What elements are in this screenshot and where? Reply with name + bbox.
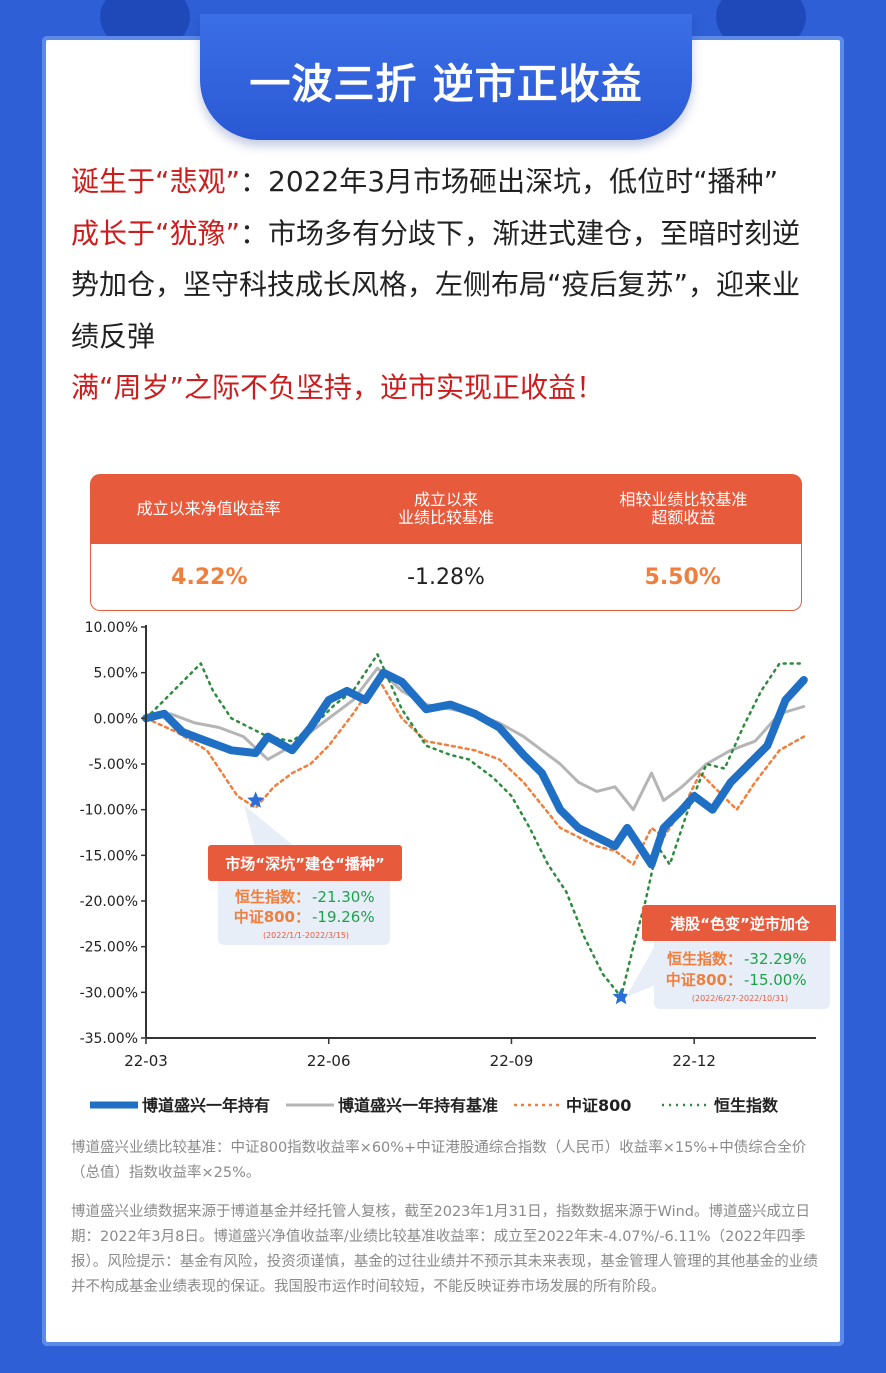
disclaimer-note-text: 博道盛兴业绩数据来源于博道基金并经托管人复核，截至2023年1月31日，指数数据… bbox=[71, 1204, 818, 1295]
series-line-2 bbox=[144, 675, 806, 866]
stats-header-benchmark: 成立以来 业绩比较基准 bbox=[397, 490, 494, 527]
stats-value-benchmark: -1.28% bbox=[407, 564, 485, 590]
intro-line-2-text: ：市场多有分歧下，渐进式建仓，至暗时刻逆势加仓，坚守科技成长风格，左侧布局“疫后… bbox=[71, 216, 801, 353]
disclaimer-note: 博道盛兴业绩数据来源于博道基金并经托管人复核，截至2023年1月31日，指数数据… bbox=[71, 1200, 827, 1300]
y-tick-label: -20.00% bbox=[80, 894, 138, 910]
annotation-2-zz-value: -15.00% bbox=[744, 971, 807, 989]
intro-line-1: 诞生于“悲观”：2022年3月市场砸出深坑，低位时“播种” bbox=[71, 156, 823, 208]
y-tick-label: -30.00% bbox=[80, 985, 138, 1001]
x-tick-label: 22-03 bbox=[124, 1052, 168, 1070]
annotation-1-pointer bbox=[244, 805, 300, 851]
legend-label-2: 中证800 bbox=[566, 1096, 631, 1115]
page-title: 一波三折 逆市正收益 bbox=[249, 60, 643, 108]
annotation-2-label: 港股“色变”逆市加仓 bbox=[670, 915, 811, 933]
intro-line-1-text: ：2022年3月市场砸出深坑，低位时“播种” bbox=[240, 165, 779, 198]
y-tick-label: 0.00% bbox=[94, 711, 138, 727]
benchmark-note-text: 博道盛兴业绩比较基准：中证800指数收益率×60%+中证港股通综合指数（人民币）… bbox=[71, 1140, 807, 1181]
annotation-1-hs-label: 恒生指数： bbox=[235, 888, 310, 906]
annotation-2-zz-label: 中证800： bbox=[666, 971, 742, 989]
intro-text: 诞生于“悲观”：2022年3月市场砸出深坑，低位时“播种” 成长于“犹豫”：市场… bbox=[71, 156, 823, 414]
legend-label-0: 博道盛兴一年持有 bbox=[142, 1096, 270, 1115]
annotation-1-zz-label: 中证800： bbox=[234, 908, 310, 926]
y-tick-label: -25.00% bbox=[80, 940, 138, 956]
benchmark-note: 博道盛兴业绩比较基准：中证800指数收益率×60%+中证港股通综合指数（人民币）… bbox=[71, 1136, 827, 1186]
annotation-2-label-bg bbox=[642, 905, 836, 941]
stats-value-nav-return: 4.22% bbox=[171, 564, 248, 590]
annotation-2-box bbox=[654, 933, 830, 1009]
annotation-2-hs-label: 恒生指数： bbox=[667, 950, 742, 968]
stats-table: 成立以来净值收益率 成立以来 业绩比较基准 相较业绩比较基准 超额收益 4.22… bbox=[90, 474, 802, 611]
y-tick-label: 5.00% bbox=[94, 666, 138, 682]
stats-header-excess: 相较业绩比较基准 超额收益 bbox=[619, 490, 748, 527]
stats-value-row: 4.22% -1.28% 5.50% bbox=[90, 544, 802, 611]
annotation-1-period: (2022/1/1-2022/3/15) bbox=[263, 931, 349, 940]
annotation-1-label: 市场“深坑”建仓“播种” bbox=[225, 855, 384, 873]
stats-value-excess: 5.50% bbox=[644, 564, 721, 590]
y-tick-label: -5.00% bbox=[88, 757, 138, 773]
y-tick-label: -15.00% bbox=[80, 848, 138, 864]
intro-line-2-highlight: 成长于“犹豫” bbox=[71, 216, 241, 250]
x-tick-label: 22-06 bbox=[307, 1052, 351, 1070]
legend-label-3: 恒生指数 bbox=[714, 1096, 779, 1115]
intro-line-2: 成长于“犹豫”：市场多有分歧下，渐进式建仓，至暗时刻逆势加仓，坚守科技成长风格，… bbox=[71, 208, 823, 363]
series-line-1 bbox=[144, 666, 806, 812]
legend-label-1: 博道盛兴一年持有基准 bbox=[338, 1096, 498, 1115]
main-card bbox=[42, 36, 844, 1346]
intro-line-1-highlight: 诞生于“悲观” bbox=[71, 165, 241, 198]
annotation-2: 港股“色变”逆市加仓 恒生指数： -32.29% 中证800： -15.00% … bbox=[626, 905, 836, 1009]
intro-line-3: 满“周岁”之际不负坚持，逆市实现正收益！ bbox=[71, 371, 605, 404]
stats-header-row: 成立以来净值收益率 成立以来 业绩比较基准 相较业绩比较基准 超额收益 bbox=[90, 474, 802, 544]
y-tick-label: -35.00% bbox=[80, 1031, 138, 1047]
performance-line-chart: 10.00% 5.00% 0.00% -5.00% -10.00% -15.00% -20.… bbox=[80, 620, 836, 1115]
annotation-1-hs-value: -21.30% bbox=[312, 888, 375, 906]
y-tick-label: 10.00% bbox=[85, 620, 138, 636]
series-line-0 bbox=[142, 668, 808, 869]
title-banner: 一波三折 逆市正收益 bbox=[200, 14, 692, 140]
star-marker-2 bbox=[612, 987, 630, 1005]
y-tick-label: -10.00% bbox=[80, 803, 138, 819]
annotation-2-hs-value: -32.29% bbox=[744, 950, 807, 968]
x-tick-label: 22-12 bbox=[672, 1052, 716, 1070]
annotation-1-label-bg bbox=[208, 845, 402, 881]
stats-header-nav-return: 成立以来净值收益率 bbox=[136, 499, 281, 518]
annotation-1-zz-value: -19.26% bbox=[312, 908, 375, 926]
annotation-2-period: (2022/6/27-2022/10/31) bbox=[692, 994, 788, 1003]
chart-legend: 博道盛兴一年持有 博道盛兴一年持有基准 中证800 恒生指数 bbox=[90, 1096, 779, 1115]
x-tick-label: 22-09 bbox=[490, 1052, 534, 1070]
annotation-1: 市场“深坑”建仓“播种” 恒生指数： -21.30% 中证800： -19.26… bbox=[208, 805, 402, 945]
star-marker-1 bbox=[247, 791, 265, 808]
